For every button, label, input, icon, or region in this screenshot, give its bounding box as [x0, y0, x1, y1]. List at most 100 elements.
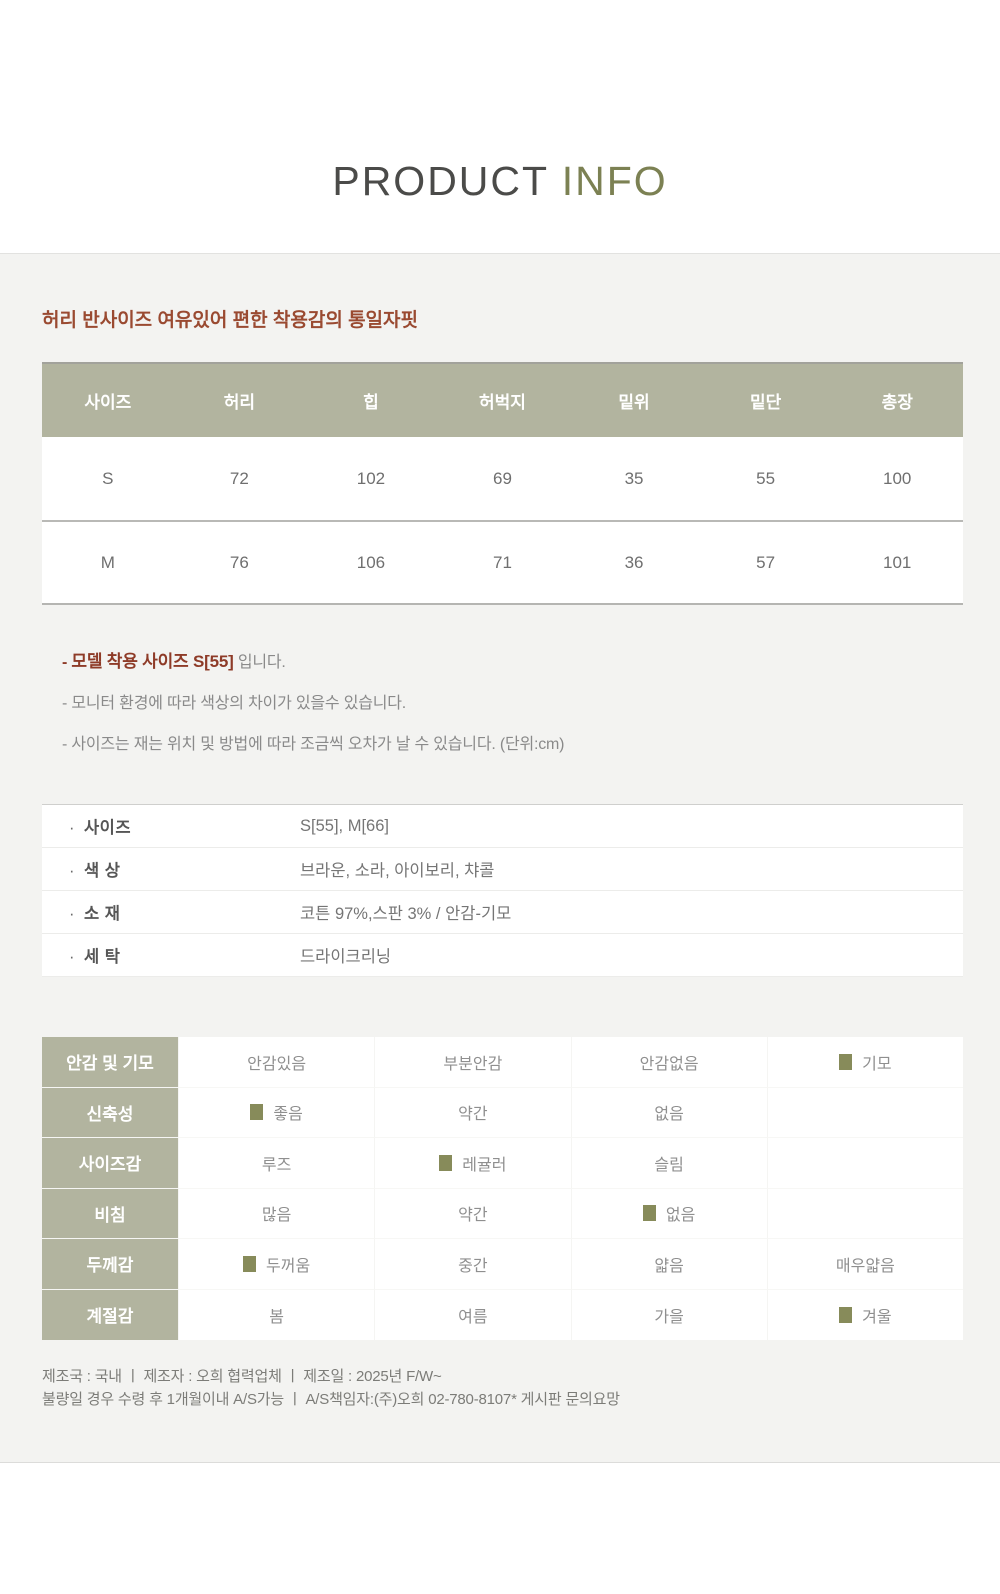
note-dash: - — [62, 736, 72, 753]
page-title-product: PRODUCT — [332, 158, 562, 204]
footer-line-manufacturer: 제조국 : 국내 ㅣ 제조자 : 오희 협력업체 ㅣ 제조일 : 2025년 F… — [42, 1368, 442, 1385]
attribute-option: 얇음 — [570, 1239, 767, 1290]
note-rest: 입니다. — [233, 654, 286, 671]
info-table-value: 브라운, 소라, 아이보리, 챠콜 — [300, 862, 495, 880]
attribute-option — [766, 1188, 963, 1239]
size-table-row: S 72 102 69 35 55 100 — [42, 437, 963, 520]
product-info-panel: 허리 반사이즈 여유있어 편한 착용감의 통일자핏 사이즈 허리 힙 허벅지 밑위 밑단 총… — [0, 253, 1000, 1463]
attribute-option-text: 얇음 — [654, 1257, 684, 1275]
attribute-row: 신축성 좋음 약간 없음 — [42, 1087, 963, 1138]
attribute-option: 안감있음 — [178, 1037, 375, 1088]
attribute-option: 가을 — [570, 1289, 767, 1340]
bullet-icon: · — [69, 948, 75, 966]
attribute-option-text: 매우얇음 — [835, 1257, 895, 1275]
size-table-cell: 57 — [756, 552, 776, 572]
note-text: 사이즈는 재는 위치 및 방법에 따라 조금씩 오차가 날 수 있습니다. (단… — [71, 736, 565, 753]
bullet-icon: · — [69, 819, 75, 837]
attribute-row-label: 사이즈감 — [42, 1138, 178, 1189]
info-table-value: 코튼 97%,스판 3% / 안감-기모 — [300, 905, 512, 923]
attribute-row-label: 신축성 — [42, 1087, 178, 1138]
note-line: - 모델 착용 사이즈 S[55] 입니다. — [62, 647, 963, 672]
size-table-row: M 76 106 71 36 57 101 — [42, 520, 963, 603]
checked-square-icon — [439, 1154, 453, 1171]
attribute-option-text: 기모 — [862, 1055, 892, 1073]
checked-square-icon — [250, 1104, 264, 1121]
info-label-text: 색 상 — [84, 862, 121, 880]
attribute-option: 슬림 — [570, 1138, 767, 1189]
size-table-cell: M — [100, 552, 115, 572]
attribute-row-label: 두께감 — [42, 1239, 178, 1290]
size-table-cell: 101 — [883, 552, 912, 572]
attribute-row-label: 안감 및 기모 — [42, 1037, 178, 1088]
note-dash: - — [62, 695, 72, 712]
attribute-option: 없음 — [570, 1087, 767, 1138]
attribute-option: 레귤러 — [374, 1138, 571, 1189]
size-table-cell: 36 — [624, 552, 644, 572]
size-table-cell: 35 — [624, 468, 644, 488]
size-table-header-cell: 허벅지 — [479, 393, 526, 412]
footer-info: 제조국 : 국내 ㅣ 제조자 : 오희 협력업체 ㅣ 제조일 : 2025년 F… — [42, 1365, 963, 1411]
attribute-row: 계절감 봄 여름 가을 겨울 — [42, 1289, 963, 1340]
attribute-option: 없음 — [570, 1188, 767, 1239]
size-table: 사이즈 허리 힙 허벅지 밑위 밑단 총장 S 72 102 69 35 55 100 M 76 106 71 36… — [42, 362, 963, 605]
product-headline: 허리 반사이즈 여유있어 편한 착용감의 통일자핏 — [42, 310, 418, 331]
attribute-option-text: 겨울 — [862, 1308, 892, 1326]
attribute-option — [766, 1087, 963, 1138]
attribute-row-label: 비침 — [42, 1188, 178, 1239]
attribute-row: 안감 및 기모 안감있음 부분안감 안감없음 기모 — [42, 1037, 963, 1088]
checked-square-icon — [642, 1205, 656, 1222]
size-table-cell: 100 — [883, 468, 912, 488]
attribute-row-label: 계절감 — [42, 1289, 178, 1340]
size-table-cell: 71 — [493, 552, 512, 572]
info-table-label: · 소 재 — [42, 900, 300, 924]
attribute-option-text: 루즈 — [261, 1156, 292, 1174]
note-line: - 모니터 환경에 따라 색상의 차이가 있을수 있습니다. — [62, 689, 963, 713]
attribute-option-text: 슬림 — [654, 1156, 684, 1174]
info-table-row: · 세 탁 드라이크리닝 — [42, 934, 963, 977]
size-table-cell: 106 — [356, 552, 386, 572]
attribute-option-text: 약간 — [458, 1207, 488, 1225]
attribute-row: 비침 많음 약간 없음 — [42, 1188, 963, 1239]
attribute-option-text: 좋음 — [273, 1106, 303, 1124]
attribute-option-text: 레귤러 — [462, 1156, 507, 1174]
bullet-icon: · — [69, 905, 75, 923]
page-title: PRODUCT INFO — [0, 0, 1000, 205]
size-table-header-cell: 사이즈 — [84, 393, 132, 412]
attribute-row: 두께감 두꺼움 중간 얇음 매우얇음 — [42, 1239, 963, 1290]
attribute-option — [766, 1138, 963, 1189]
attribute-option-text: 봄 — [269, 1308, 284, 1326]
size-table-cell: 102 — [356, 468, 386, 488]
attribute-option: 두꺼움 — [178, 1239, 375, 1290]
size-table-header-cell: 밑위 — [618, 393, 650, 412]
attribute-option: 약간 — [374, 1188, 571, 1239]
note-text: 모니터 환경에 따라 색상의 차이가 있을수 있습니다. — [71, 695, 407, 712]
attribute-option: 여름 — [374, 1289, 571, 1340]
attribute-option-text: 중간 — [458, 1257, 488, 1275]
info-table-row: · 사이즈 S[55], M[66] — [42, 805, 963, 848]
attribute-table: 안감 및 기모 안감있음 부분안감 안감없음 기모 신축성 좋음 약간 없음 사이즈감 루즈 레귤러 슬… — [42, 1037, 963, 1340]
attribute-option-text: 안감없음 — [639, 1055, 699, 1073]
info-label-text: 소 재 — [84, 905, 121, 923]
attribute-option: 많음 — [178, 1188, 375, 1239]
info-table-row: · 색 상 브라운, 소라, 아이보리, 챠콜 — [42, 848, 963, 891]
size-table-cell: 72 — [229, 468, 249, 488]
attribute-option: 기모 — [766, 1037, 963, 1088]
size-table-header-cell: 총장 — [881, 393, 913, 412]
note-line: - 사이즈는 재는 위치 및 방법에 따라 조금씩 오차가 날 수 있습니다. … — [62, 730, 963, 754]
note-highlight: 모델 착용 사이즈 S[55] — [71, 652, 234, 671]
notes-list: - 모델 착용 사이즈 S[55] 입니다. - 모니터 환경에 따라 색상의 차… — [42, 647, 963, 754]
attribute-option: 좋음 — [178, 1087, 375, 1138]
info-table-value: 드라이크리닝 — [300, 948, 392, 966]
info-label-text: 세 탁 — [84, 948, 121, 966]
info-table-label: · 세 탁 — [42, 943, 300, 967]
info-table-row: · 소 재 코튼 97%,스판 3% / 안감-기모 — [42, 891, 963, 934]
size-table-cell: 76 — [229, 552, 249, 572]
attribute-option: 겨울 — [766, 1289, 963, 1340]
info-table-label: · 사이즈 — [42, 814, 300, 838]
size-table-header-cell: 허리 — [223, 393, 255, 412]
page-title-info: INFO — [561, 158, 668, 204]
attribute-row: 사이즈감 루즈 레귤러 슬림 — [42, 1138, 963, 1189]
attribute-option: 봄 — [178, 1289, 375, 1340]
size-table-header-cell: 힙 — [363, 393, 379, 412]
footer-line-as: 불량일 경우 수령 후 1개월이내 A/S가능 ㅣ A/S책임자:(주)오희 0… — [42, 1391, 620, 1408]
